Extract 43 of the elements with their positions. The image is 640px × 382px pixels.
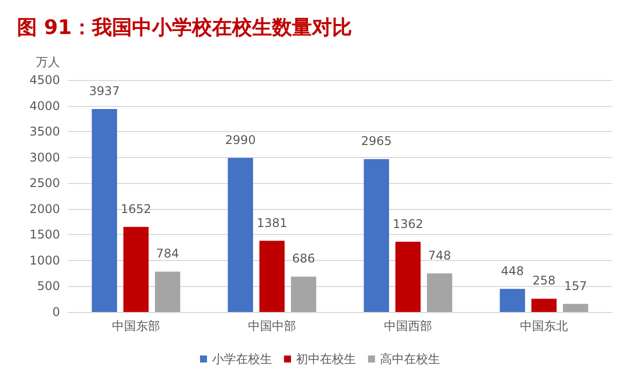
data-label: 3937 — [89, 84, 120, 98]
data-label: 748 — [428, 248, 452, 262]
legend-label: 小学在校生 — [212, 352, 272, 366]
data-label: 1652 — [120, 202, 152, 216]
y-tick-label: 4000 — [29, 98, 60, 113]
data-label: 784 — [156, 246, 180, 261]
y-tick-label: 1000 — [29, 253, 60, 268]
data-label: 1362 — [392, 216, 424, 231]
bar — [500, 288, 526, 312]
chart-title: 图 91：我国中小学校在校生数量对比 — [17, 15, 352, 39]
bar — [290, 276, 316, 312]
data-label: 258 — [532, 274, 556, 288]
bar — [364, 159, 390, 312]
legend-label: 高中在校生 — [380, 352, 440, 366]
y-tick-label: 0 — [52, 305, 60, 319]
bar — [531, 298, 557, 312]
bar — [92, 109, 118, 312]
y-tick-label: 3000 — [29, 150, 60, 164]
y-tick-label: 4500 — [29, 73, 60, 87]
data-label: 157 — [564, 278, 588, 293]
data-label: 2990 — [225, 132, 256, 147]
bar — [562, 304, 588, 312]
y-tick-label: 500 — [37, 279, 60, 294]
x-tick-label: 中国东北 — [520, 319, 568, 333]
x-tick-label: 中国西部 — [384, 319, 432, 333]
y-tick-label: 2000 — [29, 202, 60, 216]
data-label: 1381 — [256, 216, 288, 230]
bar — [426, 273, 452, 312]
x-tick-label: 中国东部 — [112, 319, 160, 333]
bar — [395, 242, 421, 312]
y-tick-label: 1500 — [29, 228, 60, 242]
legend-label: 初中在校生 — [296, 352, 356, 366]
bar — [123, 226, 149, 312]
bar — [228, 158, 254, 312]
y-tick-label: 2500 — [29, 176, 60, 190]
x-tick-label: 中国中部 — [248, 319, 296, 333]
data-label: 686 — [292, 252, 316, 266]
bar — [154, 272, 180, 312]
bar — [259, 240, 285, 312]
data-label: 2965 — [361, 134, 392, 148]
y-axis-title: 万人 — [36, 55, 60, 69]
y-tick-label: 3500 — [29, 124, 60, 139]
data-label: 448 — [500, 264, 524, 278]
